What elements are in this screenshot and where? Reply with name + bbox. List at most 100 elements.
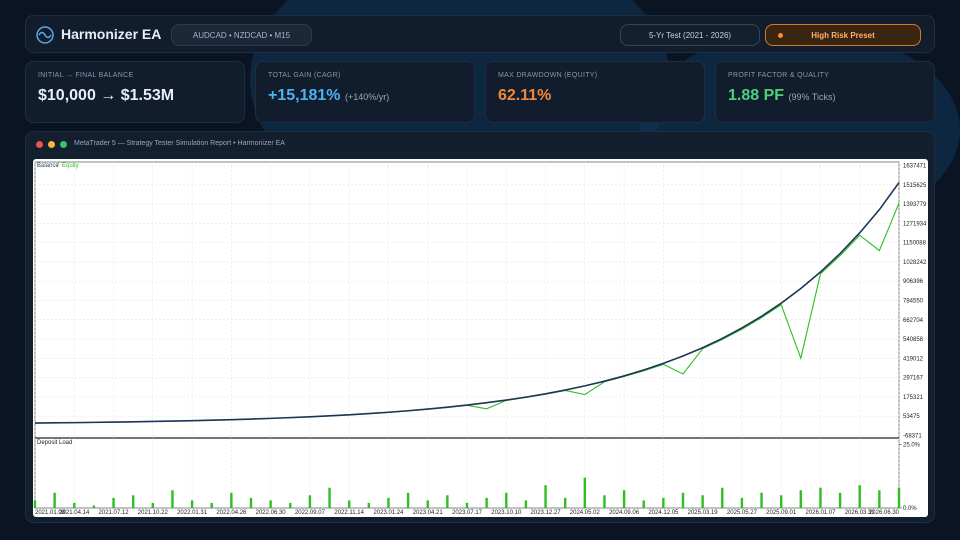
y-tick-label: 906396: [903, 279, 924, 285]
y-tick-label: 297167: [903, 376, 924, 382]
card-value: 62.11%: [498, 87, 552, 104]
y-tick-label: 662704: [903, 318, 924, 324]
x-tick-label: 2024.09.06: [609, 510, 640, 516]
card-label: PROFIT FACTOR & QUALITY: [728, 72, 830, 79]
x-tick-label: 2025.09.01: [766, 510, 797, 516]
stat-card: TOTAL GAIN (CAGR) +15,181% (+140%/yr): [255, 61, 475, 123]
load-bar: [328, 487, 331, 508]
load-bar: [583, 477, 587, 508]
card-label: MAX DRAWDOWN (EQUITY): [498, 72, 598, 79]
x-tick-label: 2023.04.21: [413, 510, 444, 516]
load-bar: [190, 500, 194, 508]
x-tick-label: 2025.05.27: [727, 510, 758, 516]
y-tick-label: 540858: [903, 337, 924, 343]
x-tick-label: 2023.07.17: [452, 510, 483, 516]
load-bar: [465, 502, 469, 508]
stat-card: PROFIT FACTOR & QUALITY 1.88 PF (99% Tick…: [715, 61, 935, 123]
load-bar: [819, 487, 822, 508]
legend-separator: /: [57, 163, 59, 169]
load-bar: [662, 497, 665, 508]
y-tick-label: 25.0%: [903, 443, 921, 449]
load-bar: [249, 497, 253, 508]
legend-entry: Equity: [62, 163, 79, 169]
y-tick-label: -68371: [903, 433, 922, 439]
app-title: Harmonizer EA: [61, 26, 162, 42]
load-bar: [367, 502, 371, 508]
x-tick-label: 2021.01.08: [35, 510, 66, 516]
load-bar: [112, 497, 115, 508]
x-tick-label: 2022.09.07: [295, 510, 326, 516]
y-tick-label: 1637471: [903, 164, 927, 170]
x-tick-label: 2022.11.14: [334, 510, 364, 516]
legend-entry: Balance: [37, 163, 59, 169]
load-bar: [740, 497, 744, 508]
x-tick-label: 2024.05.02: [570, 510, 601, 516]
x-tick-label: 2026.06.30: [869, 510, 900, 516]
card-label: TOTAL GAIN (CAGR): [268, 72, 341, 79]
x-tick-label: 2021.10.22: [138, 510, 169, 516]
window-dot[interactable]: [48, 141, 55, 148]
load-bar: [347, 500, 351, 508]
card-sub: (99% Ticks): [788, 92, 836, 102]
x-tick-label: 2021.07.12: [99, 510, 130, 516]
load-bar: [387, 497, 390, 508]
load-bar: [524, 500, 528, 508]
y-tick-label: 419012: [903, 356, 924, 362]
load-bar: [681, 492, 685, 508]
load-bar: [505, 492, 508, 508]
load-bar: [92, 505, 96, 508]
load-bar: [858, 485, 861, 508]
load-bar: [53, 492, 56, 508]
load-bar: [721, 487, 724, 508]
load-bar: [446, 495, 449, 508]
load-bar: [563, 497, 567, 508]
x-tick-label: 2023.10.10: [491, 510, 522, 516]
load-panel-label: Deposit Load: [37, 440, 72, 446]
logo: [36, 26, 54, 44]
load-bar: [269, 500, 272, 508]
x-tick-label: 2022.06.30: [256, 510, 287, 516]
load-bar: [701, 495, 704, 508]
header: Harmonizer EA AUDCAD • NZDCAD • M15 5-Yr…: [25, 15, 935, 53]
load-bar: [779, 495, 783, 508]
load-bar: [544, 485, 547, 508]
load-bar: [897, 487, 901, 508]
stat-card: MAX DRAWDOWN (EQUITY) 62.11%: [485, 61, 705, 123]
x-tick-label: 2024.12.05: [648, 510, 679, 516]
load-bar: [289, 502, 292, 508]
chart: Balance / Equity Deposit Load 1637471 151…: [33, 159, 928, 517]
pairs-pill: AUDCAD • NZDCAD • M15: [171, 24, 312, 46]
preset-pill[interactable]: High Risk Preset: [765, 24, 921, 46]
y-tick-label: 175321: [903, 395, 924, 401]
window-dot[interactable]: [36, 141, 43, 148]
y-tick-label: 1393779: [903, 202, 927, 208]
load-bar: [878, 490, 881, 508]
load-bar: [603, 495, 606, 508]
x-tick-label: 2025.03.19: [688, 510, 719, 516]
y-tick-label: 1150088: [903, 241, 927, 247]
card-value: $10,000 → $1.53M: [38, 87, 175, 104]
load-bar: [426, 500, 429, 508]
load-bar: [485, 497, 488, 508]
y-tick-label: 0.0%: [903, 506, 917, 512]
stat-card: INITIAL → FINAL BALANCE $10,000 → $1.53M: [25, 61, 245, 123]
window-dot[interactable]: [60, 141, 67, 148]
load-bar: [131, 495, 135, 508]
period-pill[interactable]: 5-Yr Test (2021 - 2026): [620, 24, 760, 46]
x-tick-label: 2021.04.14: [59, 510, 90, 516]
x-tick-label: 2023.12.27: [531, 510, 562, 516]
load-bar: [210, 502, 213, 508]
load-bar: [308, 495, 312, 508]
x-tick-label: 2026.03.31: [845, 510, 876, 516]
load-bar: [622, 490, 626, 508]
x-tick-label: 2022.04.26: [216, 510, 247, 516]
preset-text: High Risk Preset: [811, 30, 875, 40]
series-line: [34, 182, 900, 424]
card-sub: (+140%/yr): [344, 92, 390, 102]
load-bar: [171, 490, 174, 508]
x-tick-label: 2023.01.24: [373, 510, 404, 516]
load-bar: [151, 502, 155, 508]
load-bar: [799, 490, 803, 508]
y-tick-label: 1271934: [903, 221, 927, 227]
